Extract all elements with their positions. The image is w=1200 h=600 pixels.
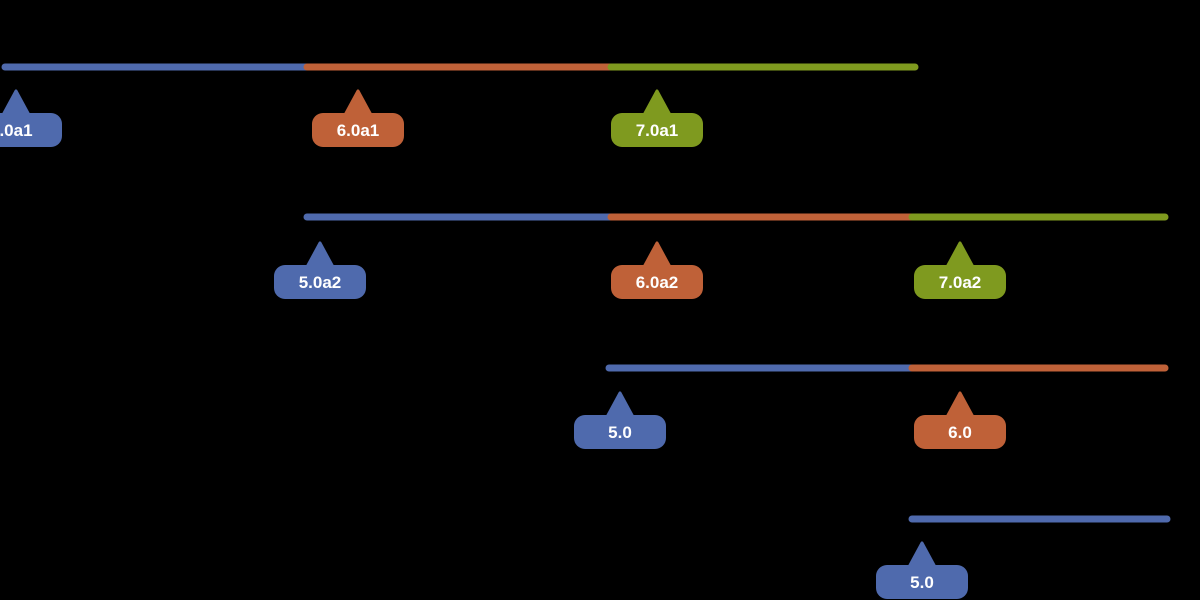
version-tag: 7.0a1 <box>611 89 703 147</box>
version-tag: 5.0a2 <box>274 241 366 299</box>
version-label: 6.0 <box>948 423 972 442</box>
version-tag: 6.0 <box>914 391 1006 449</box>
version-tag: 6.0a1 <box>312 89 404 147</box>
version-label: 7.0a1 <box>636 121 679 140</box>
tag-body <box>611 113 703 147</box>
tag-pointer <box>305 241 335 269</box>
version-tag: 5.0 <box>876 541 968 599</box>
tag-pointer <box>605 391 635 419</box>
tag-pointer <box>907 541 937 569</box>
version-label: 6.0a2 <box>636 273 679 292</box>
version-tag: .0a1 <box>0 89 62 147</box>
version-label: 5.0a2 <box>299 273 342 292</box>
timeline-row: 5.0 6.0 <box>574 364 1169 449</box>
version-tag: 7.0a2 <box>914 241 1006 299</box>
tag-pointer <box>642 241 672 269</box>
tag-pointer <box>945 241 975 269</box>
timeline-row: 5.0 <box>876 515 1171 599</box>
tag-pointer <box>1 89 31 117</box>
version-label: 6.0a1 <box>337 121 380 140</box>
tag-body <box>876 565 968 599</box>
tag-pointer <box>343 89 373 117</box>
version-label: 7.0a2 <box>939 273 982 292</box>
version-label: 5.0 <box>608 423 632 442</box>
tag-pointer <box>945 391 975 419</box>
tag-body <box>574 415 666 449</box>
tag-body <box>914 265 1006 299</box>
tag-body <box>0 113 62 147</box>
tag-body <box>914 415 1006 449</box>
version-label: .0a1 <box>0 121 33 140</box>
tag-pointer <box>642 89 672 117</box>
timeline-row: 5.0a2 6.0a2 7.0a2 <box>274 213 1169 299</box>
version-tag: 6.0a2 <box>611 241 703 299</box>
tag-body <box>274 265 366 299</box>
tag-body <box>611 265 703 299</box>
tag-body <box>312 113 404 147</box>
version-label: 5.0 <box>910 573 934 592</box>
timeline-row: .0a1 6.0a1 7.0a1 <box>0 63 919 147</box>
version-tag: 5.0 <box>574 391 666 449</box>
